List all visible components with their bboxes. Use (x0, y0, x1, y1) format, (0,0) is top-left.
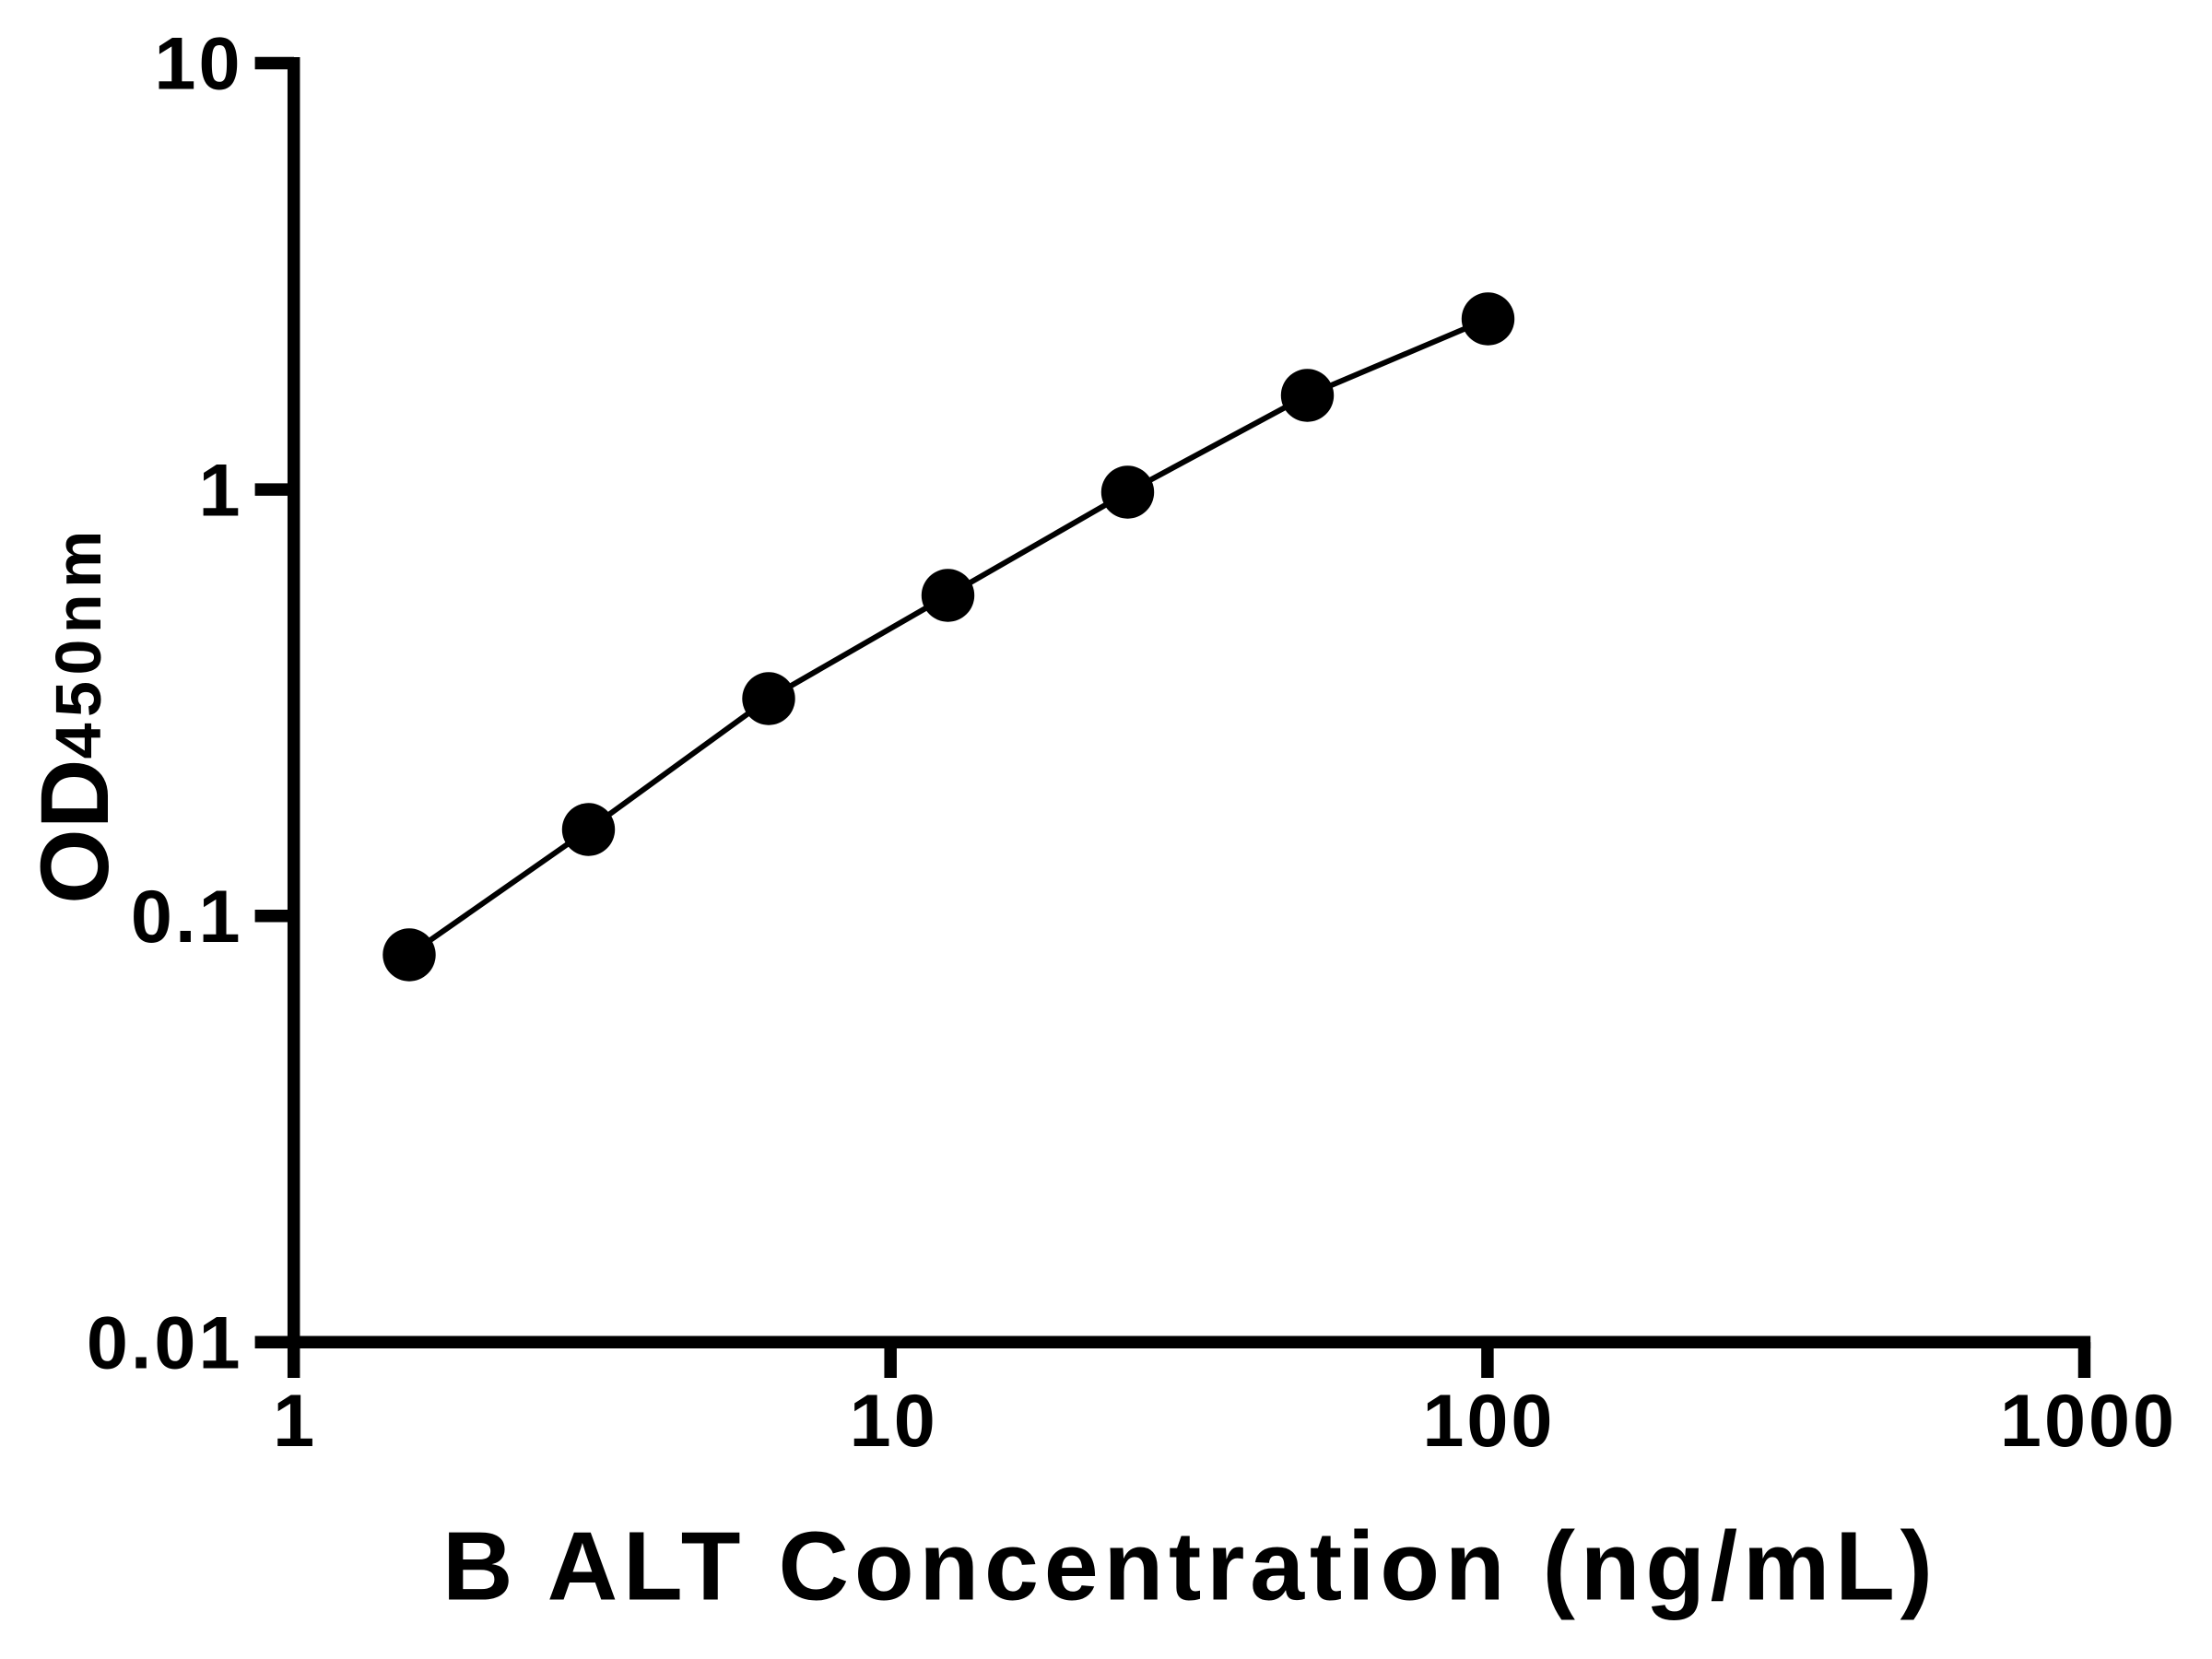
svg-text:0.01: 0.01 (87, 1302, 243, 1385)
svg-text:B ALT Concentration (ng/mL): B ALT Concentration (ng/mL) (442, 1512, 1938, 1621)
svg-text:0.1: 0.1 (131, 876, 243, 959)
svg-text:10: 10 (154, 23, 242, 106)
svg-text:1000: 1000 (2000, 1380, 2177, 1463)
svg-text:1: 1 (198, 449, 242, 532)
svg-text:100: 100 (1422, 1380, 1555, 1463)
svg-text:1: 1 (273, 1380, 317, 1463)
svg-text:10: 10 (850, 1380, 938, 1463)
